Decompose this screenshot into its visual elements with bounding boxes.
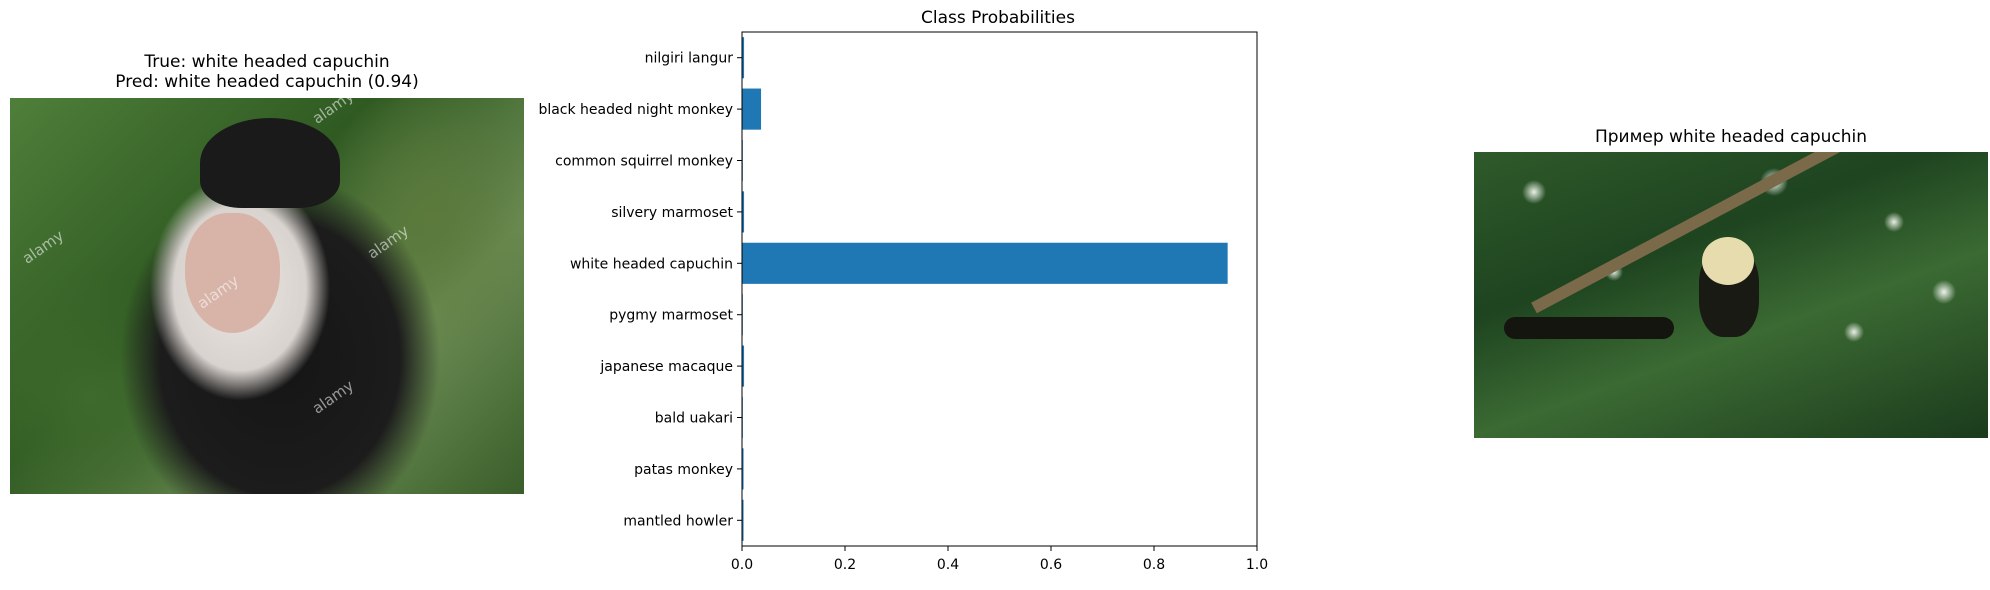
x-tick-label: 0.0: [731, 557, 753, 573]
bar-silvery-marmoset: [742, 191, 745, 233]
y-tick-label: white headed capuchin: [570, 256, 733, 272]
y-tick-label: mantled howler: [623, 513, 733, 529]
right-panel-title: Пример white headed capuchin: [1594, 127, 1868, 147]
y-tick-labels: nilgiri langur black headed night monkey c…: [538, 51, 742, 529]
y-tick-label: black headed night monkey: [538, 102, 733, 118]
y-tick-label: pygmy marmoset: [609, 308, 733, 324]
bar-white-headed-capuchin: [742, 242, 1228, 284]
capuchin-head: [1702, 237, 1754, 285]
sample-image-example: [1474, 152, 1988, 438]
chart-title: Class Probabilities: [921, 8, 1075, 28]
x-tick-label: 0.6: [1040, 557, 1062, 573]
sample-image-true: alamy alamy alamy alamy alamy: [10, 98, 524, 494]
bar-nilgiri-langur: [742, 37, 745, 79]
y-tick-label: nilgiri langur: [645, 51, 734, 67]
bar-patas-monkey: [742, 448, 744, 490]
capuchin-cap: [200, 118, 340, 208]
plot-frame: [741, 31, 1258, 547]
x-tick-label: 0.2: [834, 557, 856, 573]
pred-label: Pred: white headed capuchin (0.94): [115, 72, 419, 92]
x-tick-labels: 0.0 0.2 0.4 0.6 0.8 1.0: [731, 546, 1268, 573]
branch: [1531, 152, 1988, 314]
capuchin-face: [185, 213, 280, 333]
y-tick-label: japanese macaque: [599, 359, 733, 375]
bar-japanese-macaque: [742, 345, 745, 387]
x-tick-label: 0.8: [1143, 557, 1165, 573]
y-tick-label: common squirrel monkey: [555, 154, 733, 170]
y-tick-label: silvery marmoset: [611, 205, 733, 221]
bar-mantled-howler: [742, 499, 744, 541]
x-tick-label: 1.0: [1246, 557, 1268, 573]
true-label: True: white headed capuchin: [144, 52, 390, 72]
x-tick-label: 0.4: [937, 557, 959, 573]
y-tick-label: bald uakari: [655, 411, 733, 427]
left-panel-title: True: white headed capuchin Pred: white …: [10, 52, 524, 92]
y-tick-label: patas monkey: [634, 462, 733, 478]
bars-group: [742, 37, 1228, 541]
capuchin-tail: [1504, 317, 1674, 339]
bar-black-headed-night-monkey: [742, 88, 762, 130]
